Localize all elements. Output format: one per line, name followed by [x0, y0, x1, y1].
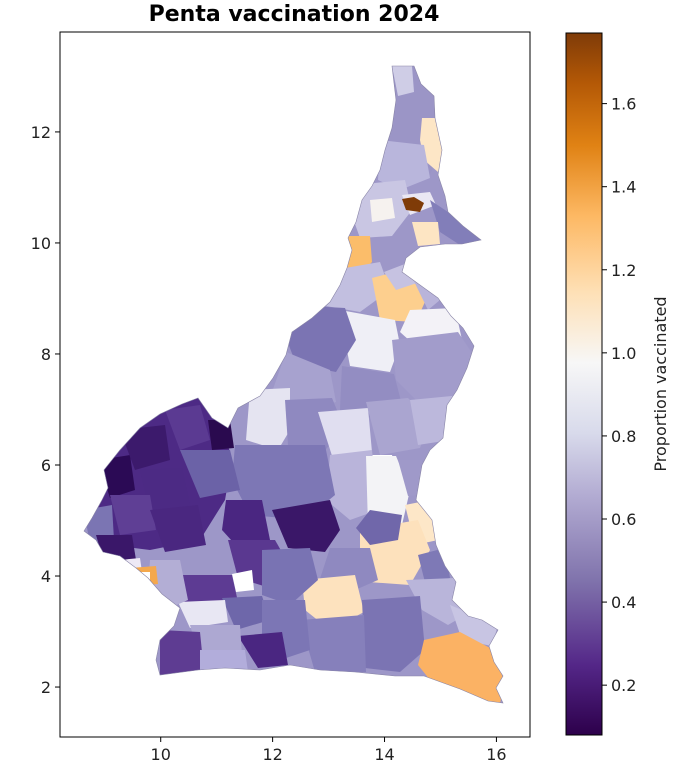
district-region [370, 198, 395, 222]
y-tick-label: 8 [41, 345, 51, 364]
district-region [262, 548, 318, 605]
district-region [430, 200, 482, 245]
district-region [362, 596, 425, 672]
district-region [392, 332, 478, 404]
district-region [318, 408, 372, 462]
district-region [326, 450, 378, 520]
district-region [378, 140, 430, 190]
y-tick-label: 10 [31, 234, 51, 253]
district-region [300, 615, 366, 672]
x-tick-label: 14 [374, 745, 394, 764]
district-region [246, 388, 290, 450]
y-tick-label: 4 [41, 567, 51, 586]
district-region [208, 420, 234, 450]
district-region [165, 405, 210, 450]
district-region [272, 500, 340, 552]
colorbar-tick-label: 1.4 [611, 178, 636, 197]
x-axis: 10 12 14 16 [151, 737, 507, 764]
y-tick-label: 12 [31, 123, 51, 142]
district-region [140, 468, 190, 512]
district-region [366, 456, 410, 526]
colorbar: 0.2 0.4 0.6 0.8 1.0 1.2 1.4 1.6 Proportion vacc… [565, 32, 670, 736]
colorbar-tick-label: 1.0 [611, 344, 636, 363]
district-region [232, 570, 254, 592]
district-region [178, 600, 228, 628]
district-region [110, 495, 156, 535]
colorbar-tick-label: 1.6 [611, 95, 636, 114]
district-region [340, 310, 400, 372]
district-region [238, 632, 288, 668]
district-region [392, 66, 414, 96]
x-tick-label: 12 [262, 745, 282, 764]
district-region [222, 596, 270, 630]
country-outline [83, 65, 504, 704]
district-region [356, 510, 402, 545]
district-region [222, 500, 270, 552]
district-region [150, 505, 206, 552]
colorbar-tick-label: 0.6 [611, 510, 636, 529]
district-region [180, 450, 240, 498]
district-region [200, 650, 248, 672]
y-tick-label: 2 [41, 678, 51, 697]
colorbar-tick-label: 0.2 [611, 676, 636, 695]
x-tick-label: 10 [151, 745, 171, 764]
district-region [412, 222, 440, 246]
y-axis: 2 4 6 8 10 12 [31, 123, 60, 697]
colorbar-gradient [565, 32, 603, 736]
y-tick-label: 6 [41, 456, 51, 475]
colorbar-tick-label: 1.2 [611, 261, 636, 280]
chart-title: Penta vaccination 2024 [149, 2, 440, 27]
x-tick-label: 16 [486, 745, 506, 764]
district-region [398, 460, 424, 496]
colorbar-ticks: 0.2 0.4 0.6 0.8 1.0 1.2 1.4 1.6 [602, 95, 636, 695]
colorbar-tick-label: 0.4 [611, 593, 636, 612]
colorbar-tick-label: 0.8 [611, 427, 636, 446]
district-region [160, 630, 204, 676]
colorbar-label: Proportion vaccinated [651, 296, 670, 471]
district-region [402, 197, 424, 212]
district-region [418, 632, 503, 703]
